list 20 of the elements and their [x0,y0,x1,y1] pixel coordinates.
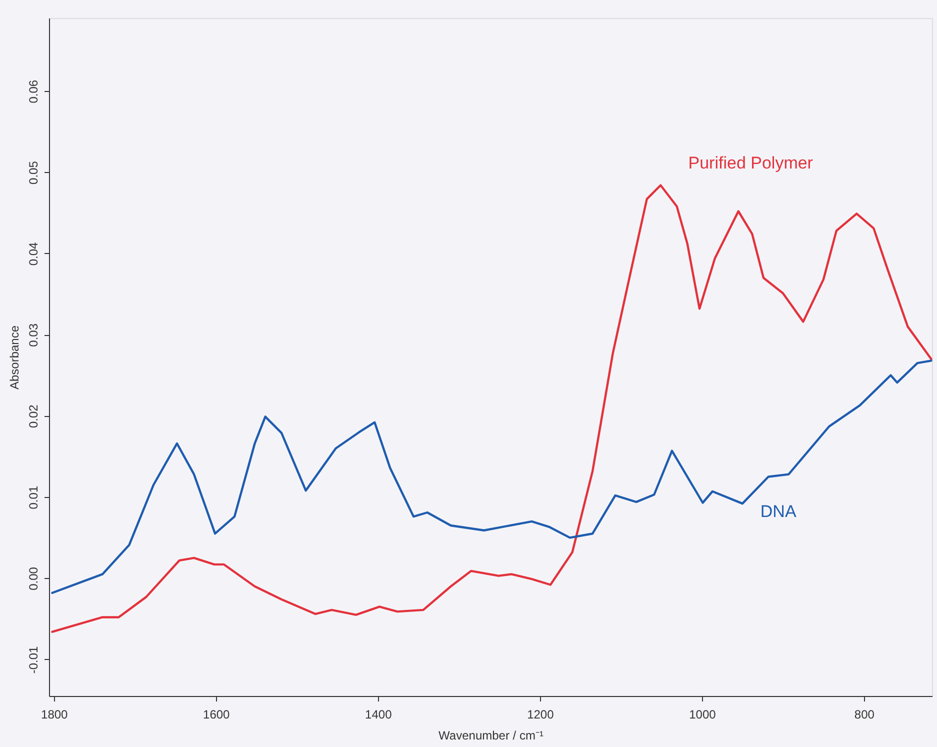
y-axis-title: Absorbance [8,325,22,390]
y-tick-label: 0.01 [26,486,40,510]
line-series [51,184,932,633]
line-series [51,360,932,594]
y-tick-label: 0.06 [26,80,40,104]
y-tick-label: 0.03 [26,323,40,347]
x-tick-label: 1200 [527,708,554,722]
x-tick-label: 1400 [365,708,392,722]
x-axis-title: Wavenumber / cm⁻¹ [438,728,544,742]
x-tick-label: 1600 [203,708,230,722]
y-tick-label: 0.04 [26,242,40,266]
x-tick-label: 1000 [689,708,716,722]
y-tick-label: 0.05 [26,160,40,184]
series-label: DNA [760,502,797,521]
y-tick-label: 0.02 [26,404,40,428]
x-tick-label: 1800 [41,708,68,722]
series-label: Purified Polymer [688,153,814,172]
y-tick-label: -0.01 [26,646,40,674]
x-tick-label: 800 [854,708,875,722]
y-tick-label: 0.00 [26,566,40,590]
